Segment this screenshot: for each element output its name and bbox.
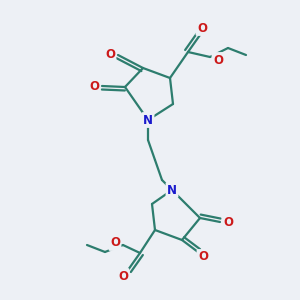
Text: O: O [197, 22, 207, 34]
Text: O: O [89, 80, 99, 92]
Text: N: N [167, 184, 177, 196]
Text: O: O [118, 269, 128, 283]
Text: O: O [213, 53, 223, 67]
Text: O: O [110, 236, 120, 250]
Text: O: O [198, 250, 208, 263]
Text: N: N [143, 113, 153, 127]
Text: O: O [223, 215, 233, 229]
Text: O: O [105, 49, 115, 62]
